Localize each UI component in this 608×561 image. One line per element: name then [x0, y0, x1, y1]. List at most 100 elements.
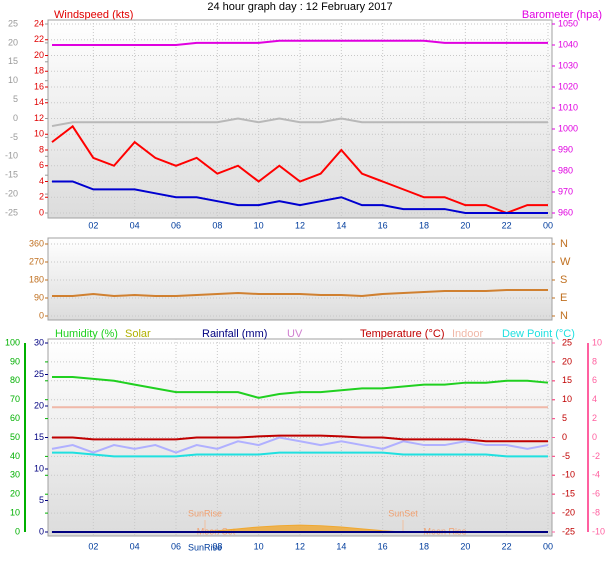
y-tick-label: 30 — [10, 470, 20, 480]
y4-tick-label: 8 — [592, 356, 597, 366]
y3-tick-label: -20 — [5, 188, 18, 198]
y2-tick-label: 970 — [558, 186, 573, 196]
legend-entry: Indoor — [452, 328, 484, 340]
y2-tick-label: N — [560, 238, 568, 250]
y3-tick-label: 25 — [8, 18, 18, 28]
y3-tick-label: 0 — [39, 526, 44, 536]
x-tick-label: 04 — [130, 220, 140, 230]
y-tick-label: 16 — [34, 81, 44, 91]
y4-tick-label: -4 — [592, 470, 600, 480]
y2-tick-label: 1010 — [558, 102, 578, 112]
y-tick-label: 90 — [10, 356, 20, 366]
legend-entry: Dew Point (°C) — [502, 328, 575, 340]
y-tick-label: 0 — [15, 526, 20, 536]
series-line — [52, 434, 548, 443]
y2-tick-label: 10 — [562, 394, 572, 404]
y-tick-label: 18 — [34, 66, 44, 76]
x-tick-label: 12 — [295, 220, 305, 230]
y4-tick-label: -10 — [592, 526, 605, 536]
y-tick-label: 6 — [39, 160, 44, 170]
y4-tick-label: 4 — [592, 394, 597, 404]
x-tick-label: 20 — [460, 541, 470, 551]
y2-tick-label: 15 — [562, 375, 572, 385]
y-tick-label: 2 — [39, 192, 44, 202]
y3-tick-label: 20 — [8, 37, 18, 47]
legend-entry: Rainfall (mm) — [202, 328, 267, 340]
y2-tick-label: N — [560, 310, 568, 322]
annotation: SunSet — [388, 508, 418, 518]
y-tick-label: 10 — [34, 129, 44, 139]
series-line — [51, 124, 548, 215]
y-tick-label: 24 — [34, 18, 44, 28]
y3-tick-label: 15 — [34, 432, 44, 442]
legend-entry: UV — [287, 328, 303, 340]
x-tick-label: 18 — [419, 541, 429, 551]
y-tick-label: 180 — [29, 274, 44, 284]
y4-tick-label: -2 — [592, 451, 600, 461]
annotation: SunRise — [188, 542, 222, 552]
y4-tick-label: 6 — [592, 375, 597, 385]
y-tick-label: 90 — [34, 292, 44, 302]
y2-tick-label: 1040 — [558, 39, 578, 49]
series-line — [52, 289, 548, 298]
y3-tick-label: 20 — [34, 400, 44, 410]
series-line — [52, 451, 548, 458]
y3-tick-label: 15 — [8, 56, 18, 66]
legend-entry: Solar — [125, 328, 151, 340]
y-tick-label: 0 — [39, 310, 44, 320]
x-tick-label: 08 — [212, 220, 222, 230]
y-tick-label: 100 — [5, 337, 20, 347]
y3-tick-label: 10 — [34, 463, 44, 473]
plot-area — [47, 237, 553, 321]
y4-tick-label: 2 — [592, 413, 597, 423]
y2-tick-label: 0 — [562, 432, 567, 442]
y3-tick-label: 30 — [34, 337, 44, 347]
x-tick-label: 22 — [502, 220, 512, 230]
y2-tick-label: S — [560, 274, 567, 286]
y3-tick-label: -10 — [5, 151, 18, 161]
y-tick-label: 270 — [29, 256, 44, 266]
x-tick-label: 16 — [378, 541, 388, 551]
y3-tick-label: 5 — [39, 495, 44, 505]
y-tick-label: 70 — [10, 394, 20, 404]
y4-tick-label: 0 — [592, 432, 597, 442]
y-tick-label: 360 — [29, 238, 44, 248]
y3-tick-label: 0 — [13, 113, 18, 123]
legend-entry: Humidity (%) — [55, 328, 118, 340]
x-tick-label: 06 — [171, 541, 181, 551]
y2-tick-label: 990 — [558, 144, 573, 154]
x-tick-label: 14 — [336, 220, 346, 230]
annotation: SunRise — [188, 508, 222, 518]
y3-tick-label: 5 — [13, 94, 18, 104]
y-tick-label: 40 — [10, 451, 20, 461]
x-tick-label: 08 — [212, 541, 222, 551]
y-axis-title: Windspeed (kts) — [54, 9, 133, 21]
legend-entry: Temperature (°C) — [360, 328, 444, 340]
x-tick-label: 02 — [88, 220, 98, 230]
y-tick-label: 60 — [10, 413, 20, 423]
y4-tick-label: 10 — [592, 337, 602, 347]
x-tick-label: 12 — [295, 541, 305, 551]
y2-tick-label: 20 — [562, 356, 572, 366]
y-tick-label: 20 — [10, 489, 20, 499]
x-tick-label: 16 — [378, 220, 388, 230]
y3-tick-label: -15 — [5, 170, 18, 180]
x-tick-label: 22 — [502, 541, 512, 551]
y2-tick-label: -5 — [562, 451, 570, 461]
y3-tick-label: 25 — [34, 369, 44, 379]
y-tick-label: 12 — [34, 113, 44, 123]
series-line — [52, 376, 549, 399]
x-tick-label: 14 — [336, 541, 346, 551]
y-tick-label: 8 — [39, 144, 44, 154]
y4-tick-label: -6 — [592, 489, 600, 499]
x-tick-label: 04 — [130, 541, 140, 551]
y-tick-label: 14 — [34, 97, 44, 107]
y-tick-label: 20 — [34, 50, 44, 60]
series-line — [51, 117, 548, 128]
y2-tick-label: 1030 — [558, 60, 578, 70]
y3-tick-label: -5 — [10, 132, 18, 142]
y2-tick-label: 960 — [558, 207, 573, 217]
chart-title: 24 hour graph day : 12 February 2017 — [207, 1, 392, 13]
y2-tick-label: 25 — [562, 337, 572, 347]
